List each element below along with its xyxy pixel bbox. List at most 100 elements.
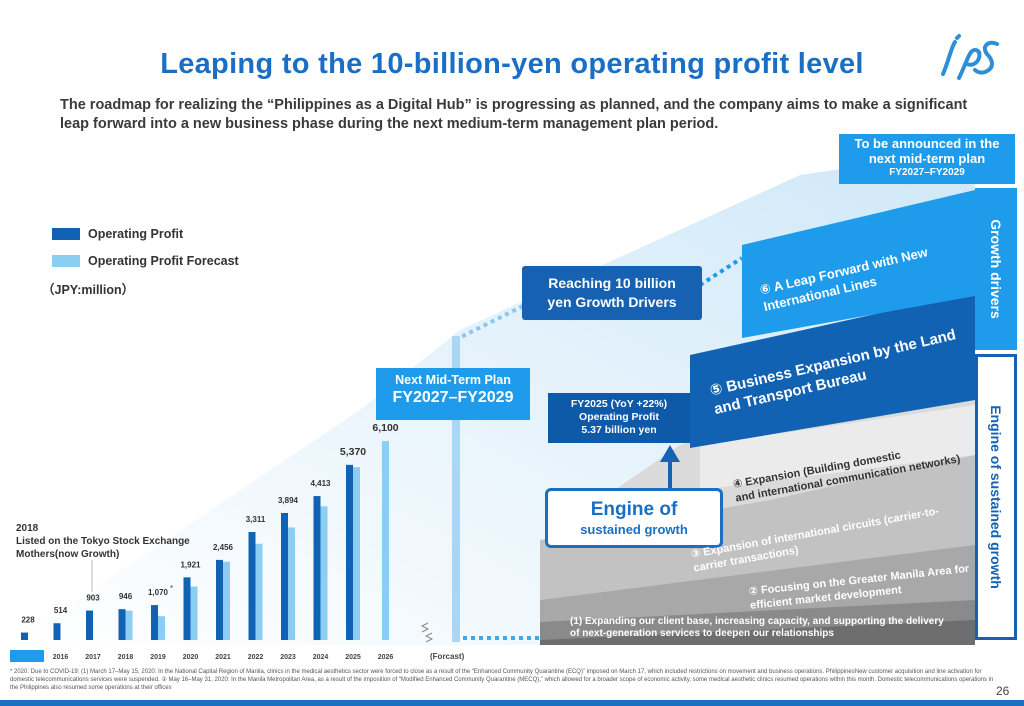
announce-line-3: FY2027–FY2029	[889, 167, 965, 178]
bar-forecast-2023	[288, 527, 295, 640]
data-labels: 228 514 903 946 1,070 1,921 2,456 3,311 3,894 4,4…	[21, 422, 398, 625]
listing-text-1: Listed on the Tokyo Stock Exchange	[16, 536, 190, 547]
page-subtitle: The roadmap for realizing the “Philippin…	[60, 97, 968, 132]
data-label-2021: 2,456	[213, 543, 234, 552]
data-label-2019: 1,070	[148, 588, 169, 597]
engine-sidebar: Engine of sustained growth	[975, 354, 1017, 640]
next-plan-box: Next Mid-Term Plan FY2027–FY2029	[376, 368, 530, 420]
arrow-head	[660, 445, 680, 462]
data-label-2024: 4,413	[310, 479, 331, 488]
legend-forecast: Operating Profit Forecast	[52, 254, 239, 268]
step-4-band	[700, 405, 975, 490]
bar-forecast-2025	[353, 467, 360, 640]
next-plan-band	[452, 336, 460, 642]
page-number: 26	[996, 684, 1010, 698]
trend-line-lower	[454, 303, 526, 342]
fy2025-line-3: 5.37 billion yen	[581, 424, 657, 436]
announce-box: To be announced in the next mid-term pla…	[839, 134, 1015, 184]
data-label-2017: 903	[86, 594, 100, 603]
bar-actual-2017	[86, 610, 93, 640]
axis-break-icon	[420, 622, 434, 643]
data-label-2023: 3,894	[278, 496, 299, 505]
x-tick-2020: 2020	[183, 654, 199, 661]
data-label-2026: 6,100	[372, 422, 398, 434]
bar-forecast-2026	[382, 441, 389, 640]
fy2025-box: FY2025 (YoY +22%) Operating Profit 5.37 …	[548, 393, 690, 443]
bar-actual-2023	[281, 512, 288, 640]
reach-10-billion-box: Reaching 10 billion yen Growth Drivers	[522, 266, 702, 320]
engine-sidebar-label: Engine of sustained growth	[988, 405, 1004, 589]
x-tick-2019: 2019	[150, 654, 166, 661]
x-tick-2021: 2021	[215, 654, 231, 661]
data-label-FY2015: 228	[21, 616, 35, 625]
bar-actual-FY2015	[21, 632, 28, 640]
footer-bar	[0, 700, 1024, 706]
engine-line-2: sustained growth	[580, 522, 688, 537]
bar-forecast-2021	[223, 561, 230, 640]
engine-line-1: Engine of	[590, 499, 678, 520]
step-1-line-1: (1) Expanding our client base, increasin…	[570, 616, 944, 627]
bar-forecast-2020	[190, 586, 198, 640]
reach-line-1: Reaching 10 billion	[548, 275, 676, 291]
x-tick-2018: 2018	[118, 654, 134, 661]
step-1-line-2: of next-generation services to deepen ou…	[570, 628, 834, 639]
data-label-2020: 1,921	[180, 560, 201, 569]
step-6-slab	[742, 190, 975, 338]
growth-drivers-label: Growth drivers	[988, 219, 1004, 319]
bar-actual-2025	[346, 464, 353, 640]
bar-actual-2022	[248, 532, 256, 640]
bar-actual-2019	[151, 605, 158, 640]
x-tick-labels: FY20152016201720182019202020212022202320…	[16, 654, 394, 661]
bar-forecast-2022	[255, 543, 263, 640]
bar-actual-2018	[118, 609, 126, 640]
bar-actual-2024	[313, 496, 321, 640]
next-plan-line-1: Next Mid-Term Plan	[395, 373, 511, 387]
forecast-axis-label: (Forcast)	[430, 652, 465, 661]
bar-forecast-2018	[125, 610, 133, 640]
legend-actual-swatch	[52, 228, 80, 240]
bar-group	[21, 441, 389, 640]
legend-forecast-swatch	[52, 255, 80, 267]
legend-actual: Operating Profit	[52, 227, 183, 241]
x-tick-2016: 2016	[53, 654, 69, 661]
x-tick-2022: 2022	[248, 654, 264, 661]
footnote-mark: *	[170, 584, 173, 593]
listing-year: 2018	[16, 523, 39, 534]
engine-box: Engine of sustained growth	[545, 488, 723, 548]
trend-line-upper	[698, 256, 744, 287]
data-label-2022: 3,311	[246, 515, 266, 524]
page-title: Leaping to the 10-billion-yen operating …	[160, 48, 864, 80]
data-label-2018: 946	[119, 592, 133, 601]
step-0-band	[540, 620, 975, 645]
step-5-slab	[690, 292, 975, 448]
unit-label: （JPY:million）	[42, 283, 135, 297]
bar-actual-2021	[216, 559, 223, 640]
first-year-highlight	[10, 650, 44, 662]
data-label-2016: 514	[54, 606, 68, 615]
footnote: * 2020: Due to COVID-19: (1) March 17–Ma…	[10, 669, 994, 691]
step-1-label: (1) Expanding our client base, increasin…	[570, 616, 944, 640]
growth-drivers-sidebar: Growth drivers	[975, 188, 1017, 350]
x-tick-2023: 2023	[280, 654, 296, 661]
reach-line-2: yen Growth Drivers	[547, 294, 677, 310]
announce-line-2: next mid-term plan	[868, 151, 986, 166]
bar-actual-2016	[53, 623, 61, 640]
x-tick-2017: 2017	[85, 654, 101, 661]
fy2025-line-2: Operating Profit	[579, 411, 659, 423]
x-tick-2026: 2026	[378, 654, 394, 661]
legend-forecast-label: Operating Profit Forecast	[88, 254, 239, 268]
announce-line-1: To be announced in the	[854, 136, 1000, 151]
listing-annotation: 2018 Listed on the Tokyo Stock Exchange …	[16, 522, 190, 561]
x-tick-2025: 2025	[345, 654, 361, 661]
listing-text-2: Mothers(now Growth)	[16, 549, 120, 560]
x-tick-2024: 2024	[313, 654, 329, 661]
company-logo	[941, 34, 999, 80]
data-label-2025: 5,370	[340, 446, 366, 458]
bar-actual-2020	[183, 577, 191, 640]
legend-actual-label: Operating Profit	[88, 227, 184, 241]
next-plan-line-2: FY2027–FY2029	[392, 389, 514, 406]
bar-forecast-2019	[158, 616, 165, 640]
bar-forecast-2024	[320, 506, 328, 640]
fy2025-line-1: FY2025 (YoY +22%)	[570, 398, 668, 410]
